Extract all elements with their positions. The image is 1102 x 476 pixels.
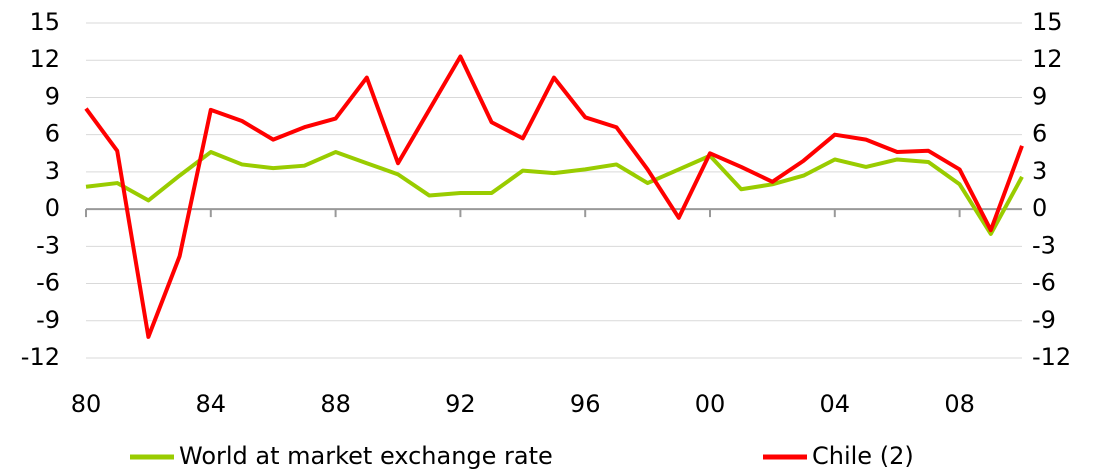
y-tick-label: 12: [29, 45, 60, 73]
x-tick-label: 92: [445, 390, 476, 418]
y-tick-label: 15: [29, 8, 60, 36]
y-tick-label: -3: [36, 231, 60, 259]
x-tick-label: 96: [570, 390, 601, 418]
y-tick-label: -12: [21, 343, 60, 371]
y2-tick-label: 3: [1032, 157, 1047, 185]
x-tick-label: 00: [695, 390, 726, 418]
y-tick-label: 0: [45, 194, 60, 222]
y2-tick-label: -12: [1032, 343, 1071, 371]
series-line: [84, 54, 1024, 339]
x-tick-label: 80: [71, 390, 102, 418]
legend-label: World at market exchange rate: [179, 442, 553, 470]
x-tick-label: 84: [196, 390, 227, 418]
x-tick-label: 08: [944, 390, 975, 418]
y2-tick-label: 15: [1032, 8, 1063, 36]
y2-tick-label: 12: [1032, 45, 1063, 73]
legend-label: Chile (2): [812, 442, 914, 470]
y-tick-label: 3: [45, 157, 60, 185]
y2-tick-label: -6: [1032, 269, 1056, 297]
y2-tick-label: -9: [1032, 306, 1056, 334]
y-tick-label: -6: [36, 269, 60, 297]
x-tick-label: 88: [320, 390, 351, 418]
x-tick-label: 04: [820, 390, 851, 418]
y2-tick-label: 0: [1032, 194, 1047, 222]
y2-tick-label: 6: [1032, 120, 1047, 148]
y-tick-label: 6: [45, 120, 60, 148]
y-tick-label: 9: [45, 82, 60, 110]
y2-tick-label: -3: [1032, 231, 1056, 259]
series-line: [85, 150, 1024, 236]
y-tick-label: -9: [36, 306, 60, 334]
y2-tick-label: 9: [1032, 82, 1047, 110]
